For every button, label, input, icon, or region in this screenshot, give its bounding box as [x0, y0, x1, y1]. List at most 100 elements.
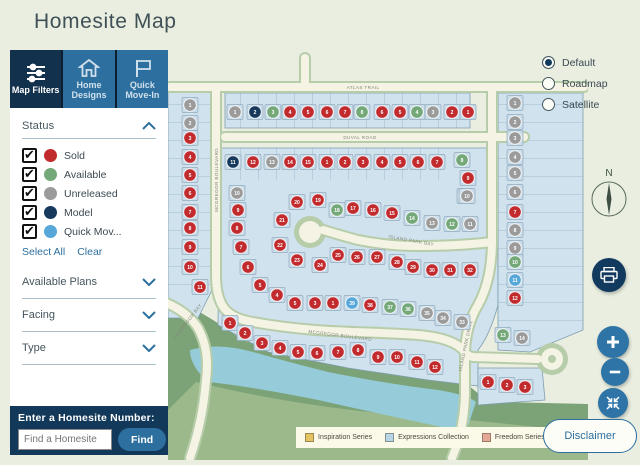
lot-marker[interactable]: 1 — [479, 374, 497, 390]
lot-marker[interactable]: 1 — [221, 315, 239, 331]
status-checkbox[interactable] — [22, 185, 37, 201]
lot-marker[interactable]: 5 — [506, 165, 524, 181]
lot-marker[interactable]: 15 — [383, 205, 401, 221]
lot-marker[interactable]: 32 — [461, 262, 479, 278]
zoom-out-button[interactable] — [601, 358, 629, 386]
lot-marker[interactable]: 11 — [461, 216, 479, 232]
lot-marker[interactable]: 1 — [318, 154, 336, 170]
zoom-in-button[interactable] — [597, 326, 629, 358]
lot-marker[interactable]: 24 — [311, 257, 329, 273]
lot-marker[interactable]: 7 — [336, 104, 354, 120]
lot-marker[interactable]: 2 — [443, 104, 461, 120]
lot-marker[interactable]: 9 — [229, 202, 247, 218]
lot-marker[interactable]: 1 — [324, 295, 342, 311]
lot-marker[interactable]: 23 — [288, 252, 306, 268]
lot-marker[interactable]: 28 — [388, 254, 406, 270]
lot-marker[interactable]: 8 — [181, 220, 199, 236]
lot-marker[interactable]: 14 — [281, 154, 299, 170]
lot-marker[interactable]: 8 — [228, 220, 246, 236]
lot-marker[interactable]: 2 — [181, 115, 199, 131]
lot-marker[interactable]: 8 — [353, 104, 371, 120]
lot-marker[interactable]: 3 — [354, 154, 372, 170]
lot-marker[interactable]: 3 — [506, 130, 524, 146]
lot-marker[interactable]: 7 — [181, 204, 199, 220]
lot-marker[interactable]: 12 — [244, 154, 262, 170]
lot-marker[interactable]: 19 — [309, 192, 327, 208]
lot-marker[interactable]: 39 — [343, 295, 361, 311]
lot-marker[interactable]: 1 — [459, 104, 477, 120]
lot-marker[interactable]: 18 — [328, 202, 346, 218]
lot-marker[interactable]: 1 — [506, 95, 524, 111]
lot-marker[interactable]: 5 — [391, 154, 409, 170]
lot-marker[interactable]: 5 — [286, 295, 304, 311]
lot-marker[interactable]: 6 — [373, 104, 391, 120]
lot-marker[interactable]: 6 — [409, 154, 427, 170]
lot-marker[interactable]: 20 — [288, 194, 306, 210]
lot-marker[interactable]: 11 — [224, 154, 242, 170]
lot-marker[interactable]: 10 — [388, 349, 406, 365]
lot-marker[interactable]: 6 — [181, 185, 199, 201]
lot-marker[interactable]: 6 — [318, 104, 336, 120]
clear-link[interactable]: Clear — [77, 246, 103, 258]
lot-marker[interactable]: 35 — [418, 305, 436, 321]
lot-marker[interactable]: 30 — [423, 262, 441, 278]
lot-marker[interactable]: 17 — [344, 200, 362, 216]
lot-marker[interactable]: 5 — [299, 104, 317, 120]
lot-marker[interactable]: 3 — [424, 104, 442, 120]
lot-marker[interactable]: 6 — [308, 345, 326, 361]
lot-marker[interactable]: 12 — [443, 216, 461, 232]
lot-marker[interactable]: 5 — [251, 277, 269, 293]
lot-marker[interactable]: 10 — [506, 254, 524, 270]
lot-marker[interactable]: 6 — [239, 259, 257, 275]
lot-marker[interactable]: 4 — [268, 287, 286, 303]
lot-marker[interactable]: 25 — [329, 247, 347, 263]
lot-marker[interactable]: 5 — [391, 104, 409, 120]
lot-marker[interactable]: 11 — [191, 279, 209, 295]
lot-marker[interactable]: 5 — [181, 167, 199, 183]
lot-marker[interactable]: 5 — [289, 344, 307, 360]
lot-marker[interactable]: 3 — [181, 130, 199, 146]
lot-marker[interactable]: 7 — [329, 344, 347, 360]
homesite-search-input[interactable] — [18, 429, 112, 450]
lot-marker[interactable]: 3 — [264, 104, 282, 120]
lot-marker[interactable]: 2 — [498, 377, 516, 393]
lot-marker[interactable]: 7 — [232, 239, 250, 255]
lot-marker[interactable]: 8 — [453, 152, 471, 168]
lot-marker[interactable]: 4 — [271, 340, 289, 356]
print-button[interactable] — [592, 258, 626, 292]
section-facing[interactable]: Facing — [22, 299, 156, 332]
collapse-map-button[interactable] — [598, 388, 628, 418]
lot-marker[interactable]: 36 — [399, 301, 417, 317]
lot-marker[interactable]: 38 — [361, 297, 379, 313]
mode-default[interactable]: Default — [542, 52, 608, 73]
lot-marker[interactable]: 9 — [459, 170, 477, 186]
lot-marker[interactable]: 6 — [506, 184, 524, 200]
lot-marker[interactable]: 31 — [441, 262, 459, 278]
lot-marker[interactable]: 10 — [458, 188, 476, 204]
lot-marker[interactable]: 14 — [403, 210, 421, 226]
status-checkbox[interactable] — [22, 147, 37, 163]
lot-marker[interactable]: 34 — [434, 310, 452, 326]
lot-marker[interactable]: 12 — [506, 290, 524, 306]
lot-marker[interactable]: 9 — [181, 239, 199, 255]
lot-marker[interactable]: 9 — [506, 240, 524, 256]
select-all-link[interactable]: Select All — [22, 246, 66, 258]
lot-marker[interactable]: 13 — [494, 327, 512, 343]
section-type[interactable]: Type — [22, 332, 156, 365]
status-checkbox[interactable] — [22, 166, 37, 182]
lot-marker[interactable]: 10 — [181, 259, 199, 275]
lot-marker[interactable]: 11 — [506, 272, 524, 288]
lot-marker[interactable]: 13 — [423, 215, 441, 231]
lot-marker[interactable]: 14 — [513, 330, 531, 346]
lot-marker[interactable]: 29 — [404, 259, 422, 275]
disclaimer-button[interactable]: Disclaimer — [543, 419, 637, 453]
find-button[interactable]: Find — [118, 428, 167, 451]
lot-marker[interactable]: 26 — [348, 249, 366, 265]
lot-marker[interactable]: 15 — [299, 154, 317, 170]
lot-marker[interactable]: 13 — [263, 154, 281, 170]
lot-marker[interactable]: 1 — [226, 104, 244, 120]
lot-marker[interactable]: 11 — [408, 354, 426, 370]
section-available-plans[interactable]: Available Plans — [22, 266, 156, 299]
tab-quick-move-in[interactable]: Quick Move-In — [116, 50, 168, 108]
lot-marker[interactable]: 2 — [336, 154, 354, 170]
